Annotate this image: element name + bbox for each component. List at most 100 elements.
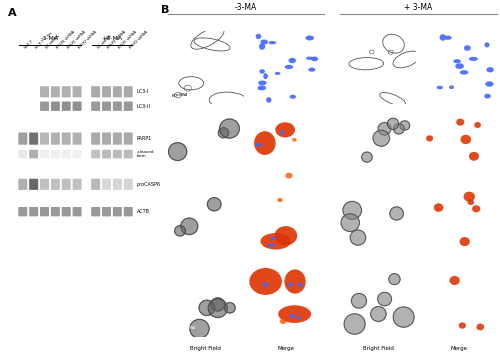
FancyBboxPatch shape [124, 86, 132, 97]
FancyBboxPatch shape [51, 179, 60, 190]
Ellipse shape [250, 268, 282, 295]
Text: Merge: Merge [278, 346, 294, 351]
Ellipse shape [260, 40, 268, 45]
Text: RPLP1 shRNA: RPLP1 shRNA [67, 30, 87, 50]
Ellipse shape [476, 324, 484, 330]
Text: Bright Field: Bright Field [190, 346, 222, 351]
Text: Bright Field: Bright Field [363, 346, 394, 351]
Text: -cleaved
form: -cleaved form [137, 150, 154, 158]
Circle shape [180, 218, 198, 235]
Ellipse shape [260, 69, 265, 74]
Ellipse shape [264, 282, 268, 287]
Circle shape [389, 274, 400, 285]
Ellipse shape [460, 70, 468, 75]
FancyBboxPatch shape [72, 179, 82, 190]
Circle shape [341, 214, 359, 231]
Ellipse shape [260, 233, 291, 249]
Text: RPLP0$^{shRNA}$: RPLP0$^{shRNA}$ [171, 170, 196, 179]
Ellipse shape [311, 57, 318, 61]
Ellipse shape [258, 81, 266, 85]
Text: RPLP0 shRNA: RPLP0 shRNA [108, 30, 127, 50]
FancyBboxPatch shape [62, 207, 70, 216]
FancyBboxPatch shape [29, 179, 38, 190]
FancyBboxPatch shape [102, 102, 111, 111]
Circle shape [211, 298, 224, 311]
FancyBboxPatch shape [29, 207, 38, 216]
Ellipse shape [469, 57, 478, 61]
Ellipse shape [278, 198, 282, 202]
FancyBboxPatch shape [113, 86, 122, 97]
Ellipse shape [296, 316, 300, 319]
FancyBboxPatch shape [51, 150, 60, 158]
Ellipse shape [274, 226, 297, 245]
Circle shape [393, 307, 414, 327]
Circle shape [352, 293, 366, 308]
Ellipse shape [456, 118, 464, 126]
Ellipse shape [256, 34, 261, 39]
Circle shape [174, 226, 186, 236]
FancyBboxPatch shape [72, 150, 82, 158]
Ellipse shape [280, 319, 286, 324]
Ellipse shape [284, 65, 293, 69]
Ellipse shape [290, 314, 296, 318]
Text: RPLP2 shRNA: RPLP2 shRNA [129, 30, 149, 50]
FancyBboxPatch shape [102, 207, 111, 216]
Circle shape [362, 152, 372, 162]
FancyBboxPatch shape [51, 86, 60, 97]
Ellipse shape [444, 36, 452, 40]
Circle shape [220, 119, 240, 138]
FancyBboxPatch shape [18, 207, 28, 216]
FancyBboxPatch shape [51, 102, 60, 111]
Ellipse shape [288, 283, 293, 286]
Ellipse shape [282, 237, 288, 242]
FancyBboxPatch shape [91, 179, 100, 190]
Ellipse shape [286, 173, 292, 179]
Circle shape [378, 122, 391, 135]
Ellipse shape [434, 203, 444, 212]
Ellipse shape [469, 152, 479, 161]
FancyBboxPatch shape [72, 132, 82, 145]
FancyBboxPatch shape [62, 102, 70, 111]
Circle shape [208, 198, 221, 211]
Ellipse shape [436, 86, 443, 89]
Circle shape [390, 207, 404, 220]
Ellipse shape [472, 205, 480, 212]
FancyBboxPatch shape [113, 102, 122, 111]
Ellipse shape [460, 237, 470, 246]
FancyBboxPatch shape [91, 150, 100, 158]
Circle shape [350, 230, 366, 245]
FancyBboxPatch shape [124, 179, 132, 190]
Circle shape [373, 130, 390, 146]
FancyBboxPatch shape [113, 207, 122, 216]
Ellipse shape [308, 68, 316, 72]
Ellipse shape [460, 135, 471, 144]
Ellipse shape [450, 276, 460, 285]
Ellipse shape [468, 199, 474, 205]
FancyBboxPatch shape [91, 207, 100, 216]
FancyBboxPatch shape [62, 150, 70, 158]
FancyBboxPatch shape [62, 179, 70, 190]
Ellipse shape [458, 322, 466, 329]
Ellipse shape [449, 85, 454, 89]
Ellipse shape [298, 282, 302, 287]
FancyBboxPatch shape [40, 207, 49, 216]
Circle shape [208, 299, 228, 318]
FancyBboxPatch shape [124, 207, 132, 216]
Circle shape [400, 121, 409, 130]
Ellipse shape [484, 94, 490, 99]
Circle shape [344, 314, 365, 334]
FancyBboxPatch shape [18, 132, 28, 145]
FancyBboxPatch shape [40, 86, 49, 97]
Text: + 3-MA: + 3-MA [404, 3, 432, 12]
Text: MCF-7 + Sts: MCF-7 + Sts [34, 31, 53, 50]
Ellipse shape [259, 43, 266, 50]
Text: A: A [8, 8, 16, 18]
FancyBboxPatch shape [18, 150, 28, 158]
Text: +3-MA: +3-MA [102, 36, 122, 41]
Circle shape [224, 303, 235, 313]
Ellipse shape [426, 135, 433, 141]
Text: Merge: Merge [450, 346, 467, 351]
FancyBboxPatch shape [72, 86, 82, 97]
FancyBboxPatch shape [113, 179, 122, 190]
Ellipse shape [258, 85, 266, 90]
